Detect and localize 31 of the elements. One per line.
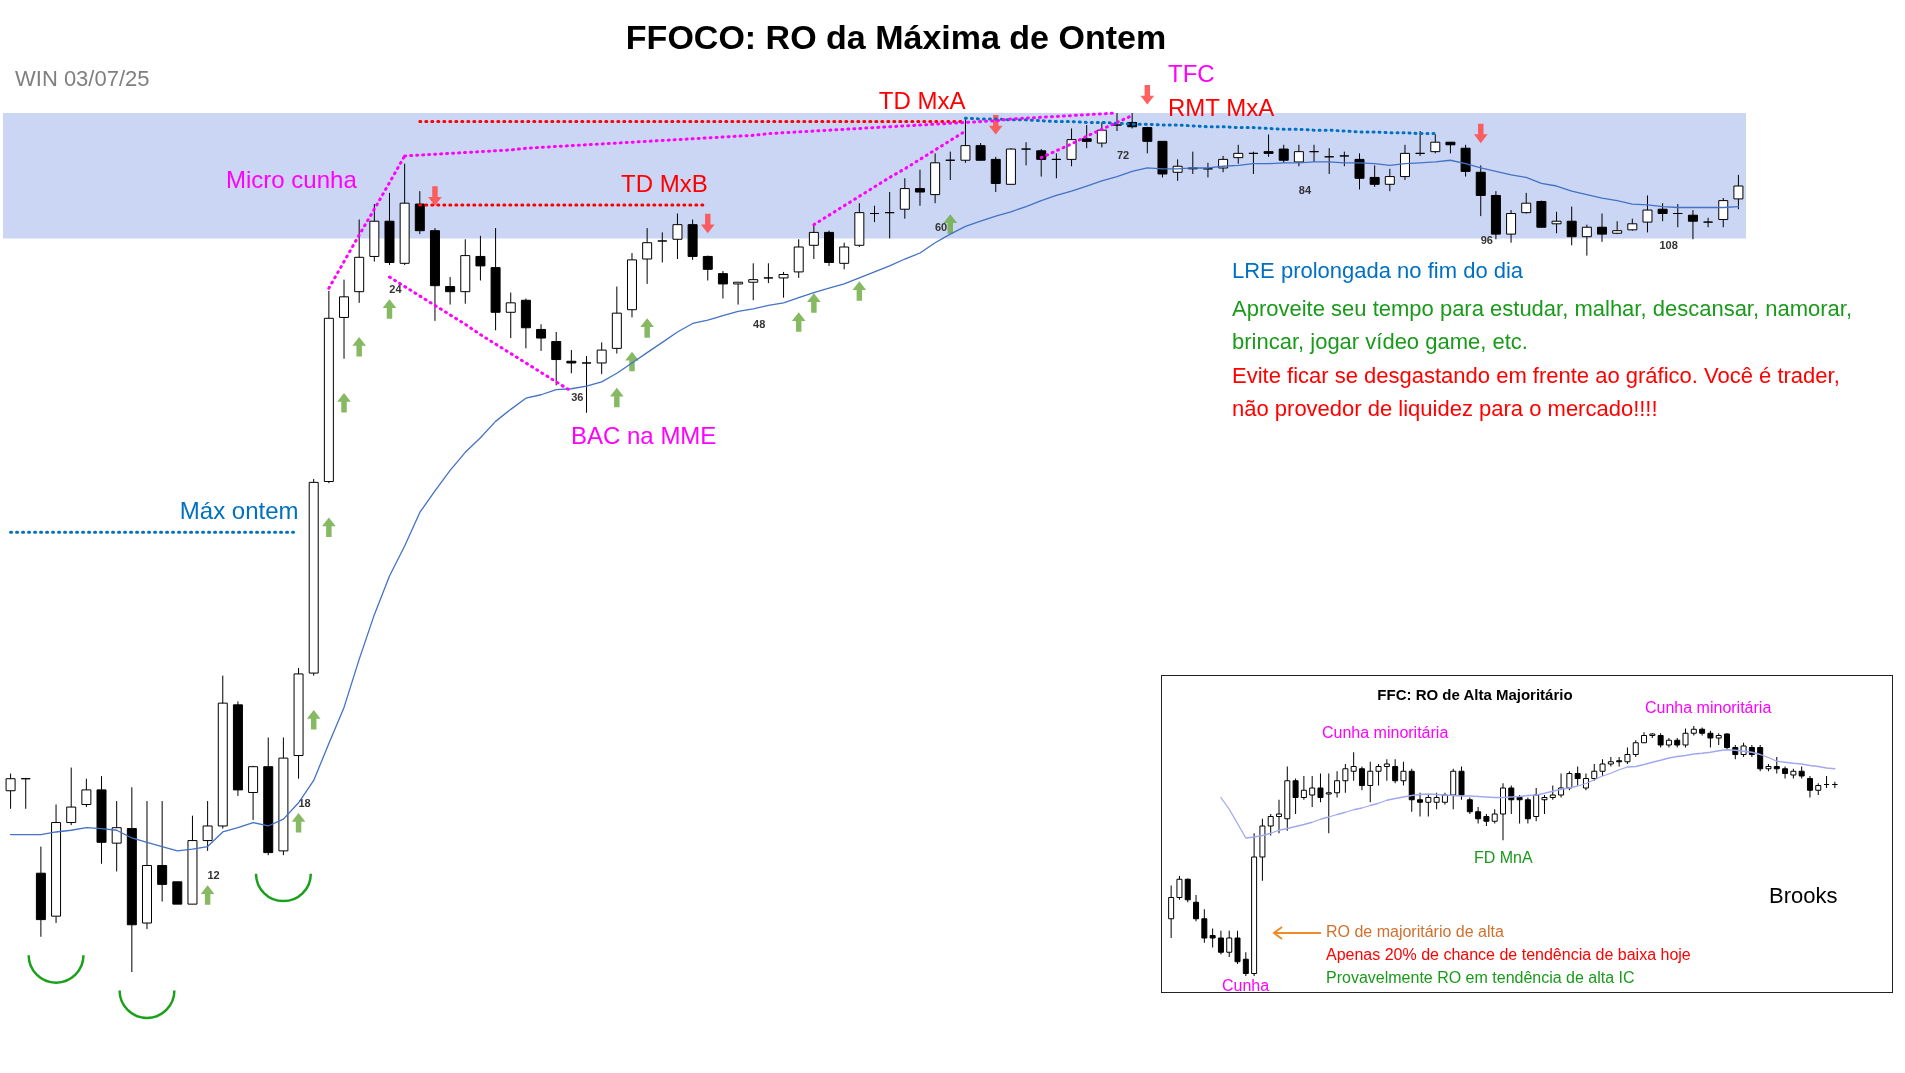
x-tick-label: 18: [298, 796, 311, 809]
annotation: Apenas 20% de chance de tendência de baixa hoje: [1326, 945, 1691, 965]
x-tick-label: 24: [389, 283, 403, 296]
text: Cunha: [1222, 976, 1270, 996]
x-tick-label: 12: [207, 868, 220, 881]
annotation: Provavelmente RO em tendência de alta IC: [1326, 968, 1635, 988]
annotation: Aproveite seu tempo para estudar, malhar, descansar, namorar, brincar, jogar vídeo game, etc.: [1232, 295, 1854, 356]
x-tick-label: 108: [1659, 239, 1678, 252]
x-tick-label: 96: [1480, 234, 1493, 247]
annotation: Cunha minoritária: [1645, 698, 1772, 718]
annotation: Evite ficar se desgastando em frente ao gráfico. Você é trader, não provedor de liquidez para o mercado!!!!: [1232, 362, 1841, 423]
chart-title: FFC: RO de Alta Majoritário: [1377, 686, 1573, 703]
annotation: Cunha minoritária: [1322, 723, 1449, 743]
series-label: TD MxA: [878, 86, 966, 114]
series-label: TD MxB: [621, 169, 708, 197]
annotation: Micro cunha: [226, 165, 357, 195]
annotation: RO de majoritário de alta: [1326, 922, 1504, 942]
chart-subtitle: WIN 03/07/25: [15, 66, 150, 92]
band-label: LRE prolongada no fim do dia: [1232, 258, 1524, 284]
x-tick-label: 36: [571, 391, 584, 404]
annotation: Brooks: [1769, 882, 1838, 910]
annotation: FD MnA: [1474, 848, 1533, 868]
annotation: RMT MxA: [1168, 93, 1275, 123]
annotation: BAC na MME: [571, 421, 717, 451]
series-label: Máx ontem: [179, 497, 299, 525]
chart-title: FFOCO: RO da Máxima de Ontem: [624, 18, 1168, 57]
x-tick-label: 72: [1116, 149, 1130, 162]
x-tick-label: 60: [935, 221, 948, 234]
x-tick-label: 84: [1298, 184, 1312, 197]
x-tick-label: 48: [753, 318, 766, 331]
text: TFC: [1168, 59, 1215, 89]
